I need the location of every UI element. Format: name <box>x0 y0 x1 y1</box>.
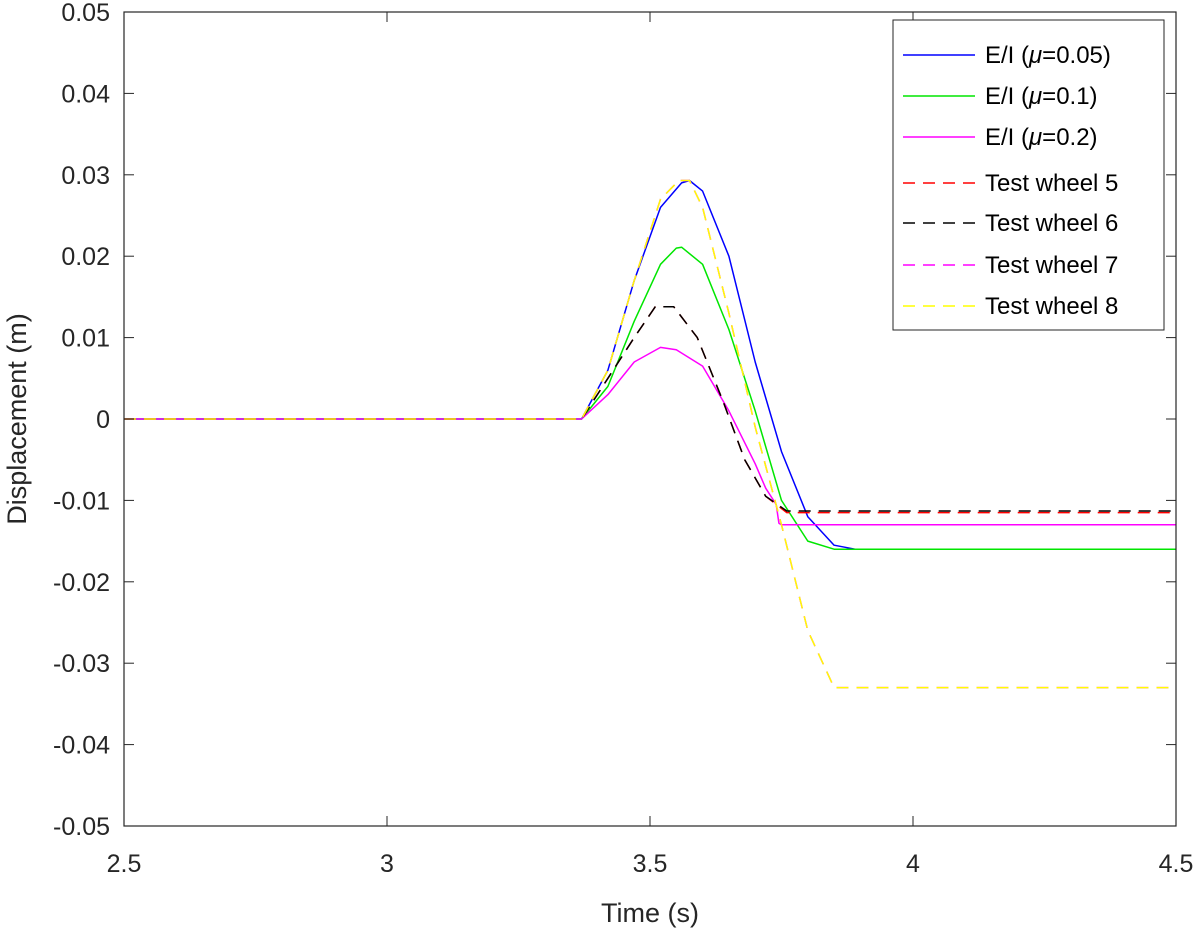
y-tick-label: -0.04 <box>53 732 110 760</box>
y-tick-label: 0 <box>96 406 110 434</box>
y-axis-label: Displacement (m) <box>2 313 32 525</box>
y-tick-label: -0.01 <box>53 487 110 515</box>
legend-entry-test-wheel-7: Test wheel 7 <box>985 252 1118 279</box>
x-tick-label: 2.5 <box>107 850 142 878</box>
legend-entry-e-i-mu-0-05: E/I (μ=0.05) <box>985 42 1111 69</box>
x-tick-label: 3.5 <box>633 850 668 878</box>
y-tick-label: -0.02 <box>53 569 110 597</box>
y-tick-label: 0.05 <box>61 0 110 27</box>
y-tick-label: 0.02 <box>61 243 110 271</box>
x-axis-label: Time (s) <box>601 898 699 928</box>
y-tick-label: -0.03 <box>53 650 110 678</box>
ticks-layer: 2.5 3 3.5 4 4.5 0.05 0.04 0.03 0.02 0.01 0 -0.01 -0.… <box>53 0 1193 878</box>
series-line-e-i-0-2 <box>124 346 1176 526</box>
x-tick-label: 4 <box>906 850 920 878</box>
series-line-test-wheel-8 <box>124 179 1176 689</box>
series-layer <box>124 179 1176 689</box>
series-line-e-i-0-1 <box>124 246 1176 550</box>
series-line-e-i-0-05 <box>124 179 1176 550</box>
legend: E/I (μ=0.05) E/I (μ=0.1) E/I (μ=0.2) Tes… <box>892 19 1165 331</box>
y-tick-label: -0.05 <box>53 813 110 841</box>
legend-box <box>892 19 1165 331</box>
y-tick-label: 0.04 <box>61 80 110 108</box>
legend-entry-test-wheel-8: Test wheel 8 <box>985 293 1118 320</box>
x-tick-label: 3 <box>380 850 394 878</box>
legend-entry-test-wheel-6: Test wheel 6 <box>985 210 1118 237</box>
legend-entry-e-i-mu-0-2: E/I (μ=0.2) <box>985 124 1098 151</box>
legend-entry-test-wheel-5: Test wheel 5 <box>985 170 1118 197</box>
x-tick-label: 4.5 <box>1159 850 1194 878</box>
y-tick-label: 0.01 <box>61 325 110 353</box>
series-line-test-wheel-6 <box>124 305 1176 512</box>
y-tick-label: 0.03 <box>61 162 110 190</box>
legend-entry-e-i-mu-0-1: E/I (μ=0.1) <box>985 83 1098 110</box>
